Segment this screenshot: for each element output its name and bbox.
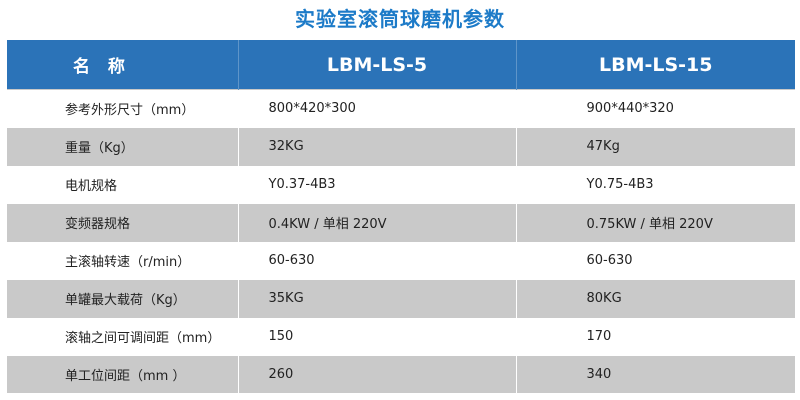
table-row: 变频器规格 0.4KW / 单相 220V 0.75KW / 单相 220V [7, 203, 795, 242]
row-value-model-1: 800*420*300 [238, 89, 517, 128]
row-value-model-2: 47Kg [516, 127, 795, 166]
table-row: 主滚轴转速（r/min） 60-630 60-630 [7, 241, 795, 280]
row-value-model-2: 60-630 [516, 241, 795, 280]
row-label: 变频器规格 [7, 203, 239, 242]
row-value-model-1: 35KG [238, 279, 517, 318]
row-value-model-1: 150 [238, 317, 517, 356]
row-label: 单罐最大载荷（Kg） [7, 279, 239, 318]
table-row: 重量（Kg） 32KG 47Kg [7, 127, 795, 166]
row-value-model-2: 340 [516, 355, 795, 393]
page-title: 实验室滚筒球磨机参数 [295, 7, 505, 31]
row-value-model-1: 60-630 [238, 241, 517, 280]
row-label: 电机规格 [7, 165, 239, 204]
row-label: 单工位间距（mm ） [7, 355, 239, 393]
row-label: 滚轴之间可调间距（mm） [7, 317, 239, 356]
row-value-model-1: 260 [238, 355, 517, 393]
table-row: 单罐最大载荷（Kg） 35KG 80KG [7, 279, 795, 318]
row-value-model-2: 170 [516, 317, 795, 356]
table-header-row: 名 称 LBM-LS-5 LBM-LS-15 [7, 40, 795, 90]
header-name: 名 称 [7, 40, 239, 90]
header-model-2: LBM-LS-15 [516, 40, 795, 90]
row-value-model-2: Y0.75-4B3 [516, 165, 795, 204]
row-label: 主滚轴转速（r/min） [7, 241, 239, 280]
table-row: 参考外形尺寸（mm） 800*420*300 900*440*320 [7, 89, 795, 128]
row-value-model-2: 0.75KW / 单相 220V [516, 203, 795, 242]
table-row: 滚轴之间可调间距（mm） 150 170 [7, 317, 795, 356]
row-label: 重量（Kg） [7, 127, 239, 166]
header-model-1: LBM-LS-5 [238, 40, 517, 90]
row-value-model-1: 0.4KW / 单相 220V [238, 203, 517, 242]
row-label: 参考外形尺寸（mm） [7, 89, 239, 128]
table-row: 单工位间距（mm ） 260 340 [7, 355, 795, 393]
row-value-model-2: 80KG [516, 279, 795, 318]
spec-table: 名 称 LBM-LS-5 LBM-LS-15 参考外形尺寸（mm） 800*42… [7, 40, 795, 393]
row-value-model-1: 32KG [238, 127, 517, 166]
table-row: 电机规格 Y0.37-4B3 Y0.75-4B3 [7, 165, 795, 204]
row-value-model-1: Y0.37-4B3 [238, 165, 517, 204]
row-value-model-2: 900*440*320 [516, 89, 795, 128]
